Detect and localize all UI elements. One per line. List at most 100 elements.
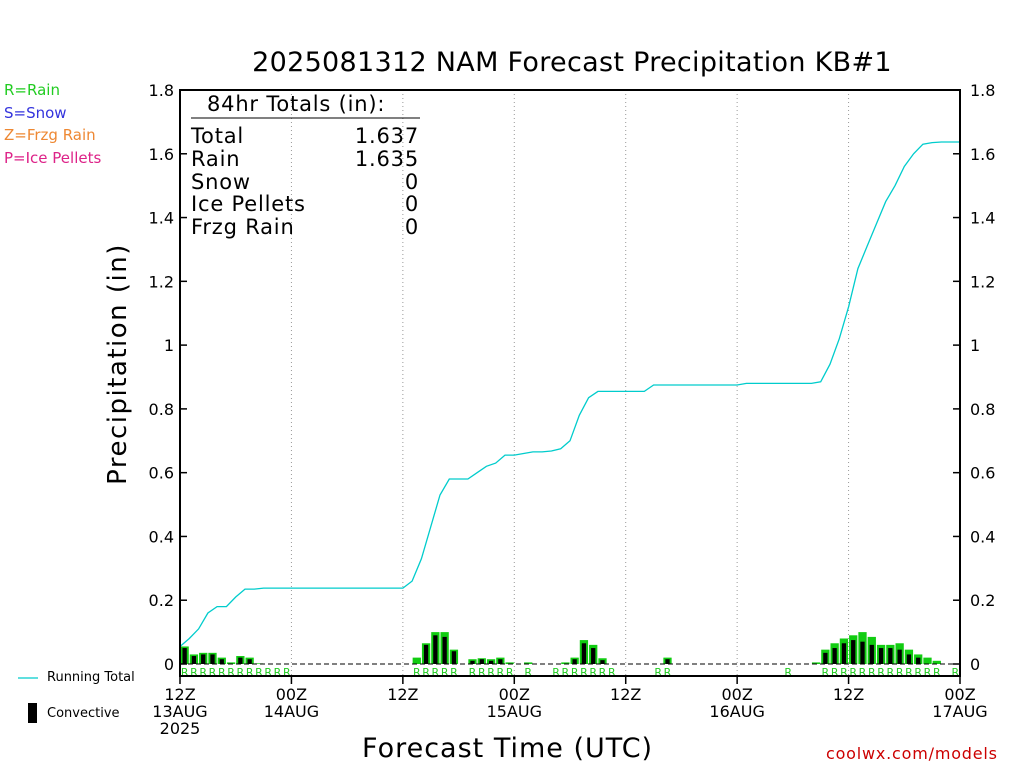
ptype-marker: R xyxy=(218,666,226,679)
ptype-marker: R xyxy=(227,666,235,679)
ptype-marker: R xyxy=(589,666,597,679)
ptype-marker: R xyxy=(599,666,607,679)
running-total-legend-label: Running Total xyxy=(47,670,135,685)
total-bar xyxy=(811,662,821,664)
y-axis-ticks: 0 00.2 0.20.4 0.40.6 0.60.8 0.81 11.2 1.21.4 1.4… xyxy=(149,81,996,674)
total-bar xyxy=(226,662,236,664)
convective-bar xyxy=(451,651,457,664)
y-tick-label: 1 xyxy=(164,336,174,355)
convective-bar xyxy=(916,657,921,664)
ptype-marker: R xyxy=(237,666,245,679)
convective-bar xyxy=(878,648,884,664)
ptype-marker: R xyxy=(190,666,198,679)
x-tick-label: 12Z xyxy=(387,685,418,704)
y-tick-label-right: 0.8 xyxy=(970,400,995,419)
y-axis-label: Precipitation (in) xyxy=(103,243,133,485)
ptype-marker: R xyxy=(924,666,932,679)
convective-bar xyxy=(201,654,206,664)
y-tick-label: 1.2 xyxy=(149,272,174,291)
total-bar xyxy=(412,657,421,664)
total-bar xyxy=(524,662,533,664)
y-tick-label: 0.4 xyxy=(149,527,174,546)
convective-bar xyxy=(572,659,577,664)
convective-legend-label: Convective xyxy=(47,706,120,721)
ptype-marker: R xyxy=(181,666,189,679)
ptype-marker: R xyxy=(199,666,207,679)
y-tick-label-right: 1.4 xyxy=(970,209,995,228)
ptype-marker: R xyxy=(905,666,913,679)
convective-bar xyxy=(600,660,605,664)
totals-value-ice-pellets: 0 xyxy=(404,192,419,216)
ptype-marker: R xyxy=(497,666,505,679)
ptype-marker: R xyxy=(887,666,895,679)
convective-bar xyxy=(488,660,494,664)
ptype-marker: R xyxy=(849,666,857,679)
convective-bar xyxy=(470,660,475,664)
x-tick-label: 00Z xyxy=(721,685,752,704)
ptype-marker: R xyxy=(450,666,458,679)
y-tick-label: 1.8 xyxy=(149,81,174,100)
totals-label-freezing-rain: Frzg Rain xyxy=(191,215,295,239)
x-tick-label: 16AUG xyxy=(709,702,764,721)
totals-label-total: Total xyxy=(191,124,245,148)
chart-title: 2025081312 NAM Forecast Precipitation KB… xyxy=(252,47,892,78)
ptype-marker: R xyxy=(255,666,263,679)
convective-bar xyxy=(182,648,187,664)
ptype-marker: R xyxy=(413,666,421,679)
convective-bar xyxy=(841,643,847,664)
y-tick-label: 0.2 xyxy=(149,591,174,610)
x-tick-label: 14AUG xyxy=(264,702,319,721)
x-tick-label: 17AUG xyxy=(932,702,987,721)
y-tick-label: 0 xyxy=(164,655,174,674)
totals-value-snow: 0 xyxy=(404,170,419,194)
ptype-marker: R xyxy=(784,666,792,679)
x-tick-label: 00Z xyxy=(944,685,975,704)
ptype-marker: R xyxy=(283,666,291,679)
y-tick-label-right: 0.2 xyxy=(970,591,995,610)
ptype-marker: R xyxy=(432,666,440,679)
legend-rain: R=Rain xyxy=(4,81,60,99)
plot-frame xyxy=(179,89,961,677)
convective-bar xyxy=(423,644,429,664)
convective-bar xyxy=(581,643,587,664)
y-tick-label-right: 0.4 xyxy=(970,527,995,546)
convective-bar xyxy=(433,635,438,664)
ptype-marker: R xyxy=(562,666,570,679)
ptype-marker: R xyxy=(487,666,495,679)
y-tick-label-right: 0.6 xyxy=(970,464,995,483)
x-tick-label: 12Z xyxy=(610,685,641,704)
ptype-marker: R xyxy=(209,666,217,679)
y-tick-label: 1.4 xyxy=(149,209,174,228)
y-tick-label: 0.6 xyxy=(149,464,174,483)
ptype-marker: R xyxy=(914,666,922,679)
x-tick-label: 13AUG xyxy=(152,702,207,721)
y-tick-label-right: 1 xyxy=(970,336,980,355)
ptype-marker: R xyxy=(608,666,616,679)
totals-value-rain: 1.635 xyxy=(354,147,419,171)
y-tick-label: 1.6 xyxy=(149,145,174,164)
ptype-marker: R xyxy=(478,666,486,679)
totals-label-ice-pellets: Ice Pellets xyxy=(191,192,306,216)
legend-snow: S=Snow xyxy=(4,104,67,122)
site-credit: coolwx.com/models xyxy=(826,744,998,763)
totals-value-freezing-rain: 0 xyxy=(404,215,419,239)
convective-bar xyxy=(888,648,893,664)
ptype-marker: R xyxy=(822,666,830,679)
legend-freezing-rain: Z=Frzg Rain xyxy=(4,126,96,144)
total-bar xyxy=(923,657,932,664)
convective-bar xyxy=(210,654,215,664)
ptype-marker: R xyxy=(664,666,672,679)
ptype-marker: R xyxy=(469,666,477,679)
ptype-marker: R xyxy=(524,666,532,679)
ptype-marker: R xyxy=(571,666,579,679)
convective-bar xyxy=(869,644,874,664)
ptype-marker: R xyxy=(422,666,430,679)
y-tick-label-right: 0 xyxy=(970,655,980,674)
y-tick-label: 0.8 xyxy=(149,400,174,419)
ptype-marker: R xyxy=(840,666,848,679)
convective-bar xyxy=(219,659,224,664)
convective-bar xyxy=(897,649,902,664)
x-tick-label: 00Z xyxy=(276,685,307,704)
